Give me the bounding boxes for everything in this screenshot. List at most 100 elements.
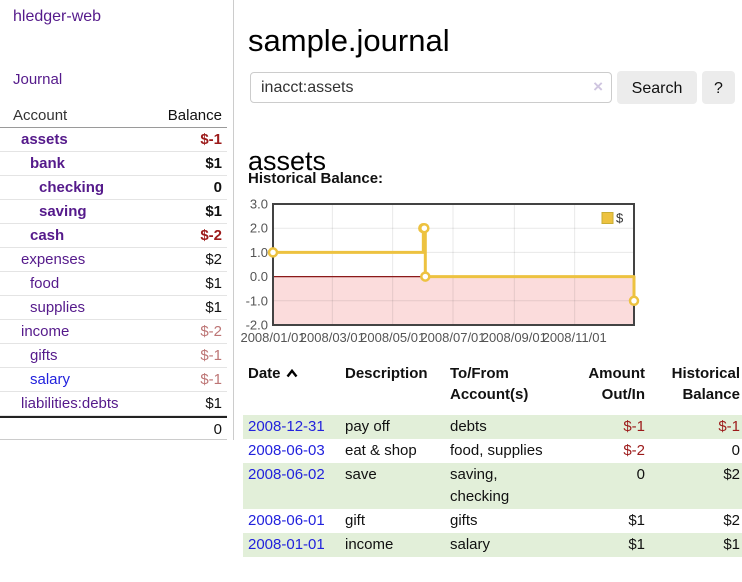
sidebar: hledger-web Journal Account Balance asse… [0, 0, 233, 582]
sidebar-divider [233, 0, 234, 440]
sidebar-account-row: expenses $2 [0, 248, 227, 272]
transaction-accounts: salary [450, 536, 491, 553]
historical-balance: $1 [723, 536, 740, 553]
register-row: 2008-06-01 gift gifts $1 $2 [243, 509, 742, 533]
account-balance: $-1 [200, 371, 222, 388]
register-row: 2008-01-01 income salary $1 $1 [243, 533, 742, 557]
register-row: 2008-06-03 eat & shop food, supplies $-2 0 [243, 439, 742, 463]
description-header: Description [345, 365, 428, 382]
svg-text:2.0: 2.0 [250, 221, 268, 236]
transaction-date-link[interactable]: 2008-06-03 [248, 442, 325, 459]
account-balance: $-2 [200, 227, 222, 244]
transaction-description: eat & shop [345, 442, 417, 459]
sidebar-account-link[interactable]: supplies [30, 299, 86, 316]
sidebar-account-link[interactable]: gifts [30, 347, 58, 364]
register-row: 2008-12-31 pay off debts $-1 $-1 [243, 415, 742, 439]
transaction-amount: $1 [628, 536, 645, 553]
search-button[interactable]: Search [617, 71, 697, 104]
amount-header: Amount Out/In [588, 365, 645, 403]
svg-text:2008/11/01: 2008/11/01 [543, 330, 607, 345]
transaction-accounts: gifts [450, 512, 478, 529]
balance-header: Historical Balance [671, 365, 740, 403]
sidebar-account-row: checking 0 [0, 176, 227, 200]
app-title-link[interactable]: hledger-web [13, 8, 102, 25]
account-balance: $-1 [200, 347, 222, 364]
sidebar-account-link[interactable]: cash [30, 227, 65, 244]
account-balance: $1 [205, 275, 222, 292]
transaction-accounts: food, supplies [450, 442, 543, 459]
svg-text:$: $ [616, 211, 624, 226]
sidebar-account-row: food $1 [0, 272, 227, 296]
account-balance: $-2 [200, 323, 222, 340]
transaction-date-link[interactable]: 2008-01-01 [248, 536, 325, 553]
account-balance: $-1 [200, 131, 222, 148]
historical-balance: $-1 [718, 418, 740, 435]
chart-title: Historical Balance: [248, 170, 384, 187]
accounts-table: Account Balance assets $-1 bank $1 checking 0… [0, 104, 227, 440]
sidebar-account-row: assets $-1 [0, 128, 227, 152]
clear-search-icon[interactable]: × [593, 77, 603, 96]
account-balance: $2 [205, 251, 222, 268]
sort-ascending-icon [286, 363, 298, 384]
svg-text:2008/05/01: 2008/05/01 [360, 330, 425, 345]
historical-balance: 0 [731, 442, 740, 459]
transaction-accounts: debts [450, 418, 487, 435]
sidebar-account-link[interactable]: liabilities:debts [21, 395, 119, 412]
sidebar-account-row: saving $1 [0, 200, 227, 224]
sidebar-account-row: supplies $1 [0, 296, 227, 320]
transaction-amount: $-1 [623, 418, 645, 435]
historical-balance-chart: -2.0 -1.0 0.0 1.0 2.0 3.0 2008/01/012008/03/01… [240, 197, 640, 345]
help-button[interactable]: ? [702, 71, 735, 104]
sidebar-account-link[interactable]: saving [39, 203, 87, 220]
svg-text:2008/09/01: 2008/09/01 [482, 330, 547, 345]
accounts-header: To/From Account(s) [450, 365, 529, 403]
sidebar-account-link[interactable]: income [21, 323, 70, 340]
register-row: 2008-06-02 save saving, checking 0 $2 [243, 463, 742, 509]
balance-column-header: Balance [167, 107, 222, 124]
transaction-amount: $1 [628, 512, 645, 529]
sidebar-account-row: bank $1 [0, 152, 227, 176]
transaction-date-link[interactable]: 2008-12-31 [248, 418, 325, 435]
transaction-accounts: saving, checking [450, 466, 510, 505]
sidebar-account-link[interactable]: salary [30, 371, 71, 388]
accounts-table-header: Account Balance [0, 104, 227, 128]
search-form: × Search ? [248, 71, 737, 104]
accounts-total-row: 0 [0, 416, 227, 440]
svg-text:-2.0: -2.0 [246, 318, 268, 333]
transaction-date-link[interactable]: 2008-06-02 [248, 466, 325, 483]
accounts-rows: assets $-1 bank $1 checking 0 saving $1 cash $-2 e… [0, 128, 227, 416]
sidebar-account-link[interactable]: assets [21, 131, 68, 148]
svg-text:2008/01/01: 2008/01/01 [240, 330, 305, 345]
register-table: Date Description To/From Account(s) Amou… [243, 362, 742, 557]
svg-text:-1.0: -1.0 [246, 293, 268, 308]
sidebar-account-link[interactable]: bank [30, 155, 66, 172]
sidebar-account-link[interactable]: food [30, 275, 60, 292]
transaction-amount: 0 [636, 466, 645, 483]
sidebar-account-row: cash $-2 [0, 224, 227, 248]
account-balance: $1 [205, 299, 222, 316]
account-balance: $1 [205, 203, 222, 220]
sidebar-account-row: gifts $-1 [0, 344, 227, 368]
account-balance: $1 [205, 155, 222, 172]
sidebar-account-link[interactable]: checking [39, 179, 105, 196]
account-balance: 0 [213, 179, 222, 196]
svg-text:1.0: 1.0 [250, 245, 268, 260]
account-heading: assets [248, 146, 327, 177]
sidebar-item-journal[interactable]: Journal [13, 71, 63, 88]
date-sort-header[interactable]: Date [243, 362, 340, 415]
historical-balance: $2 [723, 512, 740, 529]
account-column-header: Account [13, 107, 68, 124]
sidebar-account-row: income $-2 [0, 320, 227, 344]
transaction-description: save [345, 466, 377, 483]
transaction-date-link[interactable]: 2008-06-01 [248, 512, 325, 529]
historical-balance: $2 [723, 466, 740, 483]
transaction-description: income [345, 536, 394, 553]
sidebar-account-link[interactable]: expenses [21, 251, 86, 268]
transaction-amount: $-2 [623, 442, 645, 459]
svg-text:2008/03/01: 2008/03/01 [300, 330, 365, 345]
svg-text:0.0: 0.0 [250, 269, 268, 284]
main-content: sample.journal × Search ? assets Histori… [240, 0, 742, 582]
search-input[interactable] [250, 72, 612, 103]
sidebar-account-row: liabilities:debts $1 [0, 392, 227, 416]
account-balance: $1 [205, 395, 222, 412]
